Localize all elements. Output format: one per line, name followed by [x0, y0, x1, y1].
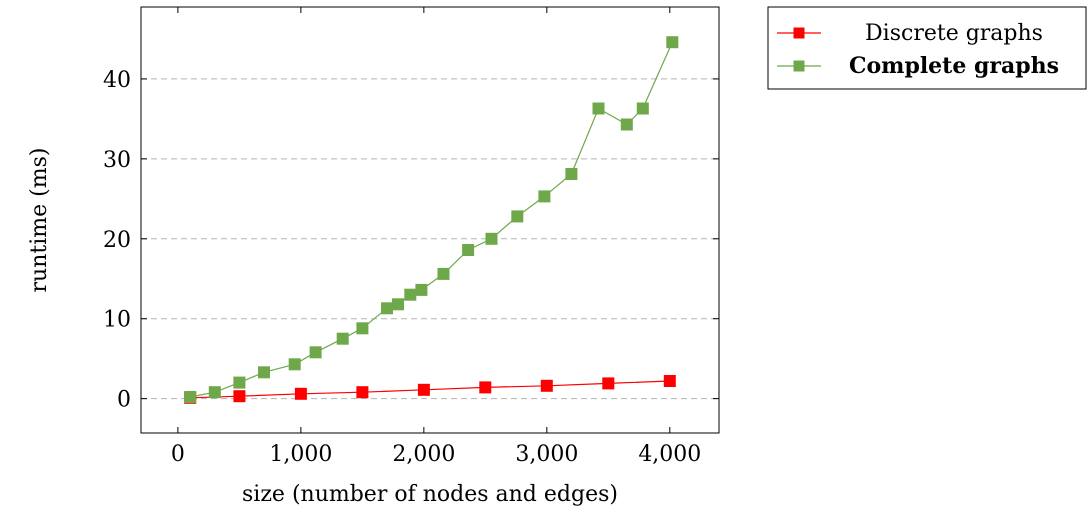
data-point — [663, 375, 676, 387]
y-tick-label: 30 — [103, 148, 131, 173]
data-point — [540, 379, 553, 392]
x-tick-label: 2,000 — [392, 442, 455, 467]
data-point — [666, 36, 679, 49]
series-layer — [184, 36, 679, 404]
gridlines — [141, 78, 719, 400]
series-line — [190, 380, 670, 399]
y-tick-label: 10 — [103, 308, 131, 333]
data-point — [233, 376, 246, 389]
series-0 — [184, 375, 676, 404]
data-point — [592, 102, 605, 115]
legend-entry-discrete: Discrete graphs — [777, 21, 1043, 46]
legend-label-discrete: Discrete graphs — [865, 21, 1043, 46]
y-tick-label: 0 — [117, 388, 131, 413]
data-point — [462, 244, 475, 256]
data-point — [404, 288, 417, 301]
y-tick-label: 20 — [103, 228, 131, 253]
x-tick-label: 4,000 — [638, 442, 701, 467]
x-tick-label: 3,000 — [515, 442, 578, 467]
legend-marker-discrete — [793, 27, 805, 39]
x-axis-label: size (number of nodes and edges) — [242, 482, 618, 507]
plot-area-frame — [140, 6, 720, 434]
data-point — [602, 377, 615, 390]
data-point — [511, 210, 524, 223]
data-point — [356, 322, 369, 335]
data-point — [294, 387, 307, 400]
data-point — [485, 232, 498, 245]
legend-entry-complete: Complete graphs — [777, 53, 1059, 79]
data-point — [415, 283, 428, 296]
axis-ticks: 0 10 20 30 40 0 1,000 2,000 3,000 4,000 — [103, 7, 719, 467]
data-point — [479, 381, 492, 394]
data-point — [620, 118, 633, 131]
legend-marker-complete — [793, 60, 805, 72]
data-point — [208, 386, 221, 399]
y-axis-label: runtime (ms) — [27, 148, 52, 293]
data-point — [437, 267, 450, 280]
x-tick-label: 1,000 — [269, 442, 332, 467]
x-tick-label: 0 — [171, 442, 185, 467]
data-point — [538, 190, 551, 203]
data-point — [636, 102, 649, 115]
y-tick-label: 40 — [103, 68, 131, 93]
legend-box — [767, 6, 1087, 90]
data-point — [392, 298, 404, 311]
data-point — [381, 302, 393, 315]
data-point — [336, 332, 349, 345]
data-point — [288, 358, 301, 371]
data-point — [309, 346, 322, 359]
data-point — [356, 386, 369, 399]
series-1 — [184, 36, 679, 403]
legend: Discrete graphs Complete graphs — [767, 6, 1087, 90]
data-point — [184, 391, 197, 403]
data-point — [565, 168, 578, 180]
series-line — [190, 41, 673, 398]
legend-label-complete: Complete graphs — [849, 53, 1059, 79]
data-point — [233, 390, 246, 403]
data-point — [417, 383, 430, 396]
data-point — [258, 366, 270, 379]
